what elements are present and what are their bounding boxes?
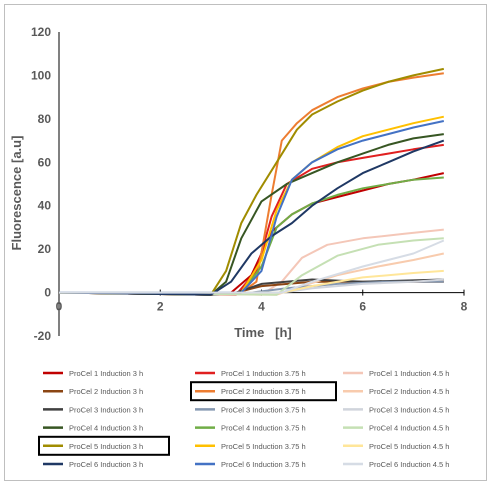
y-tick-label: 80 [38, 112, 52, 126]
y-tick-label: 40 [38, 199, 52, 213]
legend-label: ProCel 1 Induction 3.75 h [221, 369, 306, 378]
legend-label: ProCel 6 Induction 3.75 h [221, 460, 306, 469]
legend-label: ProCel 2 Induction 3 h [69, 387, 143, 396]
y-axis-ticks: -20 0 20 40 60 80 100 120 [31, 25, 51, 343]
series-line-procel-6-induction-4-5-h [59, 239, 445, 294]
legend-label: ProCel 3 Induction 3.75 h [221, 405, 306, 414]
line-chart: -20 0 20 40 60 80 100 120 0 2 4 6 8 Fluorescence [a… [9, 25, 468, 469]
y-tick-label: 60 [38, 155, 52, 169]
legend-highlight-box [38, 435, 170, 456]
chart-frame: -20 0 20 40 60 80 100 120 0 2 4 6 8 Fluorescence [a… [4, 4, 487, 481]
series-line-procel-6-induction-3-h [58, 139, 445, 296]
legend-label: ProCel 1 Induction 3 h [69, 369, 143, 378]
x-tick-label: 6 [359, 300, 366, 314]
legend-label: ProCel 2 Induction 4.5 h [369, 387, 449, 396]
legend-label: ProCel 5 Induction 3 h [69, 442, 143, 451]
x-tick-label: 8 [461, 300, 468, 314]
legend-label: ProCel 3 Induction 4.5 h [369, 405, 449, 414]
series-line-procel-4-induction-3-75-h [59, 176, 444, 294]
y-tick-label: -20 [34, 329, 52, 343]
series-line-procel-6-induction-3-75-h [59, 120, 445, 294]
legend-highlight-box [190, 381, 337, 402]
y-tick-label: 20 [38, 242, 52, 256]
legend-label: ProCel 5 Induction 3.75 h [221, 442, 306, 451]
legend-label: ProCel 2 Induction 3.75 h [221, 387, 306, 396]
legend-label: ProCel 3 Induction 3 h [69, 405, 143, 414]
legend-label: ProCel 1 Induction 4.5 h [369, 369, 449, 378]
series-line-procel-4-induction-3-h [58, 133, 444, 296]
x-tick-label: 4 [258, 300, 265, 314]
series-layer [58, 67, 445, 296]
legend-label: ProCel 6 Induction 3 h [69, 460, 143, 469]
legend-label: ProCel 6 Induction 4.5 h [369, 460, 449, 469]
x-tick-label: 2 [157, 300, 164, 314]
y-axis-title: Fluorescence [a.u] [9, 136, 24, 251]
series-line-procel-4-induction-4-5-h [58, 237, 444, 296]
y-tick-label: 100 [31, 68, 51, 82]
legend-label: ProCel 4 Induction 3 h [69, 424, 143, 433]
legend-label: ProCel 4 Induction 4.5 h [369, 424, 449, 433]
x-tick-label: 0 [56, 300, 63, 314]
x-axis-title: Time [h] [234, 325, 292, 340]
series-line-procel-5-induction-3-h [58, 67, 445, 296]
legend-label: ProCel 5 Induction 4.5 h [369, 442, 449, 451]
y-tick-label: 0 [44, 286, 51, 300]
y-tick-label: 120 [31, 25, 51, 39]
legend: ProCel 1 Induction 3 h ProCel 1 Induction… [38, 369, 449, 469]
legend-label: ProCel 4 Induction 3.75 h [221, 424, 306, 433]
